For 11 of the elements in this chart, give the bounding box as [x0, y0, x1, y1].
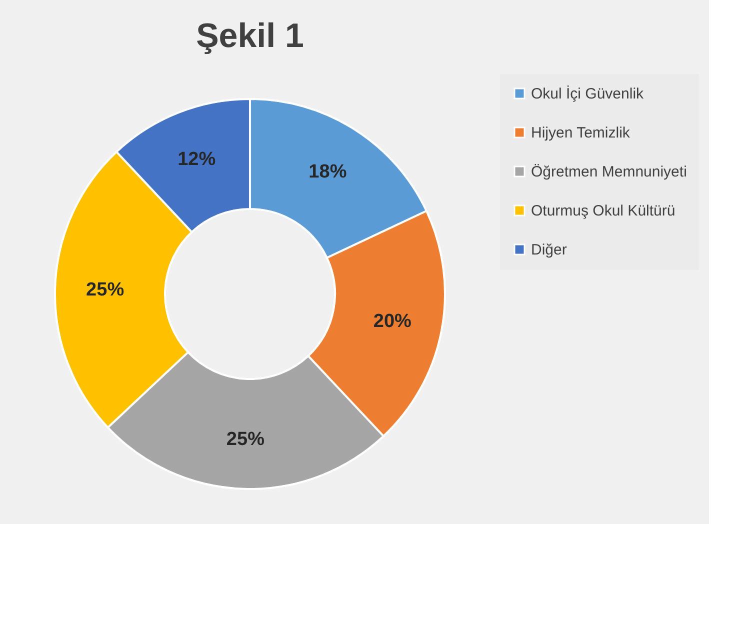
data-label: 25%	[226, 428, 265, 450]
data-label: 18%	[308, 162, 347, 183]
legend-label: Öğretmen Memnuniyeti	[531, 164, 687, 180]
legend-label: Oturmuş Okul Kültürü	[531, 202, 676, 220]
data-label: 25%	[86, 279, 124, 300]
data-label: 20%	[373, 311, 412, 332]
legend-label: Diğer	[531, 242, 567, 258]
legend-label: Okul İçi Güvenlik	[531, 84, 644, 102]
legend-label: Hijyen Temizlik	[531, 124, 630, 142]
chart-title: Şekil 1	[196, 17, 304, 55]
data-label: 12%	[178, 149, 216, 170]
